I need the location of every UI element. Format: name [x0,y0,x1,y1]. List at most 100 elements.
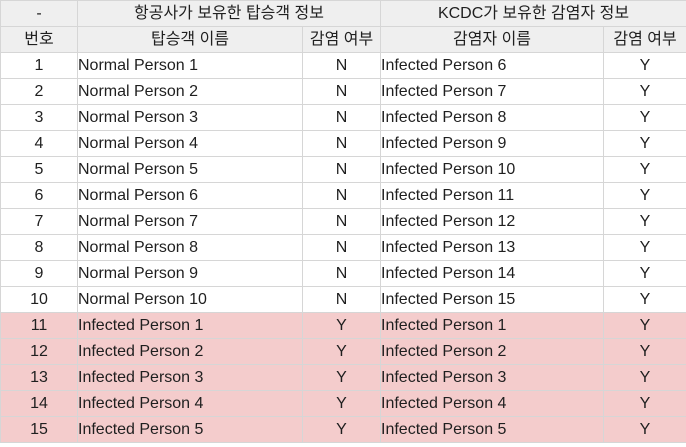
table-row: 7 Normal Person 7 N Infected Person 12 Y [0,208,686,235]
infected-status-cell[interactable]: Y [603,286,686,313]
airline-passenger-group-header[interactable]: 항공사가 보유한 탑승객 정보 [76,0,382,27]
infected-status-cell[interactable]: Y [603,78,686,105]
infected-status-cell[interactable]: Y [603,338,686,365]
passenger-name-cell[interactable]: Infected Person 4 [77,390,303,417]
infected-name-cell[interactable]: Infected Person 15 [380,286,605,313]
passenger-name-cell[interactable]: Infected Person 2 [77,338,303,365]
infected-name-cell[interactable]: Infected Person 11 [380,182,605,209]
infected-status-cell[interactable]: Y [603,364,686,391]
passenger-infected-cell[interactable]: Y [301,364,382,391]
table-row: 5 Normal Person 5 N Infected Person 10 Y [0,156,686,183]
infected-name-cell[interactable]: Infected Person 13 [380,234,605,261]
passenger-infected-cell[interactable]: Y [301,416,382,443]
row-number-cell[interactable]: 12 [0,338,78,365]
row-number-cell[interactable]: 1 [0,52,78,79]
infected-name-cell[interactable]: Infected Person 1 [380,312,605,339]
passenger-infected-cell[interactable]: N [301,78,382,105]
passenger-infected-cell[interactable]: Y [301,390,382,417]
passenger-name-cell[interactable]: Infected Person 1 [77,312,303,339]
passenger-infected-cell[interactable]: N [301,208,382,235]
group-header-row: - 항공사가 보유한 탑승객 정보 KCDC가 보유한 감염자 정보 [0,0,686,27]
row-number-cell[interactable]: 9 [0,260,78,287]
row-number-cell[interactable]: 5 [0,156,78,183]
row-number-cell[interactable]: 6 [0,182,78,209]
infected-name-cell[interactable]: Infected Person 9 [380,130,605,157]
passenger-infected-cell[interactable]: N [301,234,382,261]
infected-name-cell[interactable]: Infected Person 4 [380,390,605,417]
table-row: 10 Normal Person 10 N Infected Person 15 Y [0,286,686,313]
infected-status-cell[interactable]: Y [603,130,686,157]
passenger-name-cell[interactable]: Normal Person 6 [77,182,303,209]
passenger-infected-cell[interactable]: N [301,156,382,183]
infected-name-cell[interactable]: Infected Person 10 [380,156,605,183]
passenger-name-cell[interactable]: Normal Person 9 [77,260,303,287]
passenger-name-cell[interactable]: Infected Person 5 [77,416,303,443]
passenger-name-cell[interactable]: Normal Person 5 [77,156,303,183]
infected-status-cell[interactable]: Y [603,260,686,287]
passenger-name-cell[interactable]: Normal Person 7 [77,208,303,235]
table-row: 9 Normal Person 9 N Infected Person 14 Y [0,260,686,287]
passenger-infected-cell[interactable]: N [301,104,382,131]
infected-status-cell[interactable]: Y [603,208,686,235]
passenger-name-cell[interactable]: Normal Person 1 [77,52,303,79]
row-number-cell[interactable]: 7 [0,208,78,235]
index-group-header[interactable]: - [0,0,78,27]
infected-name-cell[interactable]: Infected Person 2 [380,338,605,365]
passenger-infected-cell[interactable]: Y [301,338,382,365]
infected-name-cell[interactable]: Infected Person 7 [380,78,605,105]
infected-status-column-header[interactable]: 감염 여부 [603,26,686,53]
passenger-name-cell[interactable]: Infected Person 3 [77,364,303,391]
infected-name-cell[interactable]: Infected Person 12 [380,208,605,235]
row-number-cell[interactable]: 13 [0,364,78,391]
infected-status-cell[interactable]: Y [603,156,686,183]
row-number-cell[interactable]: 3 [0,104,78,131]
table-row: 6 Normal Person 6 N Infected Person 11 Y [0,182,686,209]
passenger-infected-cell[interactable]: N [301,286,382,313]
infected-status-cell[interactable]: Y [603,182,686,209]
infected-status-cell[interactable]: Y [603,312,686,339]
passenger-infected-cell[interactable]: N [301,182,382,209]
passenger-infected-cell[interactable]: N [301,260,382,287]
table-row: 8 Normal Person 8 N Infected Person 13 Y [0,234,686,261]
row-number-cell[interactable]: 4 [0,130,78,157]
row-number-cell[interactable]: 8 [0,234,78,261]
infected-name-column-header[interactable]: 감염자 이름 [380,26,605,53]
passenger-infected-cell[interactable]: N [301,52,382,79]
row-number-cell[interactable]: 15 [0,416,78,443]
kcdc-infected-group-header[interactable]: KCDC가 보유한 감염자 정보 [380,0,686,27]
passenger-name-cell[interactable]: Normal Person 10 [77,286,303,313]
passenger-infected-column-header[interactable]: 감염 여부 [301,26,382,53]
infected-status-cell[interactable]: Y [603,52,686,79]
passenger-name-cell[interactable]: Normal Person 2 [77,78,303,105]
infected-status-cell[interactable]: Y [603,390,686,417]
infected-name-cell[interactable]: Infected Person 3 [380,364,605,391]
row-number-cell[interactable]: 2 [0,78,78,105]
passenger-name-cell[interactable]: Normal Person 8 [77,234,303,261]
passenger-name-cell[interactable]: Normal Person 3 [77,104,303,131]
infected-status-cell[interactable]: Y [603,234,686,261]
row-number-cell[interactable]: 11 [0,312,78,339]
infected-name-cell[interactable]: Infected Person 6 [380,52,605,79]
passenger-infected-cell[interactable]: Y [301,312,382,339]
infected-status-cell[interactable]: Y [603,104,686,131]
passenger-name-column-header[interactable]: 탑승객 이름 [77,26,303,53]
infected-name-cell[interactable]: Infected Person 5 [380,416,605,443]
index-column-header[interactable]: 번호 [0,26,78,53]
passenger-name-cell[interactable]: Normal Person 4 [77,130,303,157]
row-number-cell[interactable]: 14 [0,390,78,417]
row-number-cell[interactable]: 10 [0,286,78,313]
passenger-infected-cell[interactable]: N [301,130,382,157]
infected-name-cell[interactable]: Infected Person 8 [380,104,605,131]
infected-status-cell[interactable]: Y [603,416,686,443]
column-header-row: 번호 탑승객 이름 감염 여부 감염자 이름 감염 여부 [0,26,686,53]
infected-name-cell[interactable]: Infected Person 14 [380,260,605,287]
